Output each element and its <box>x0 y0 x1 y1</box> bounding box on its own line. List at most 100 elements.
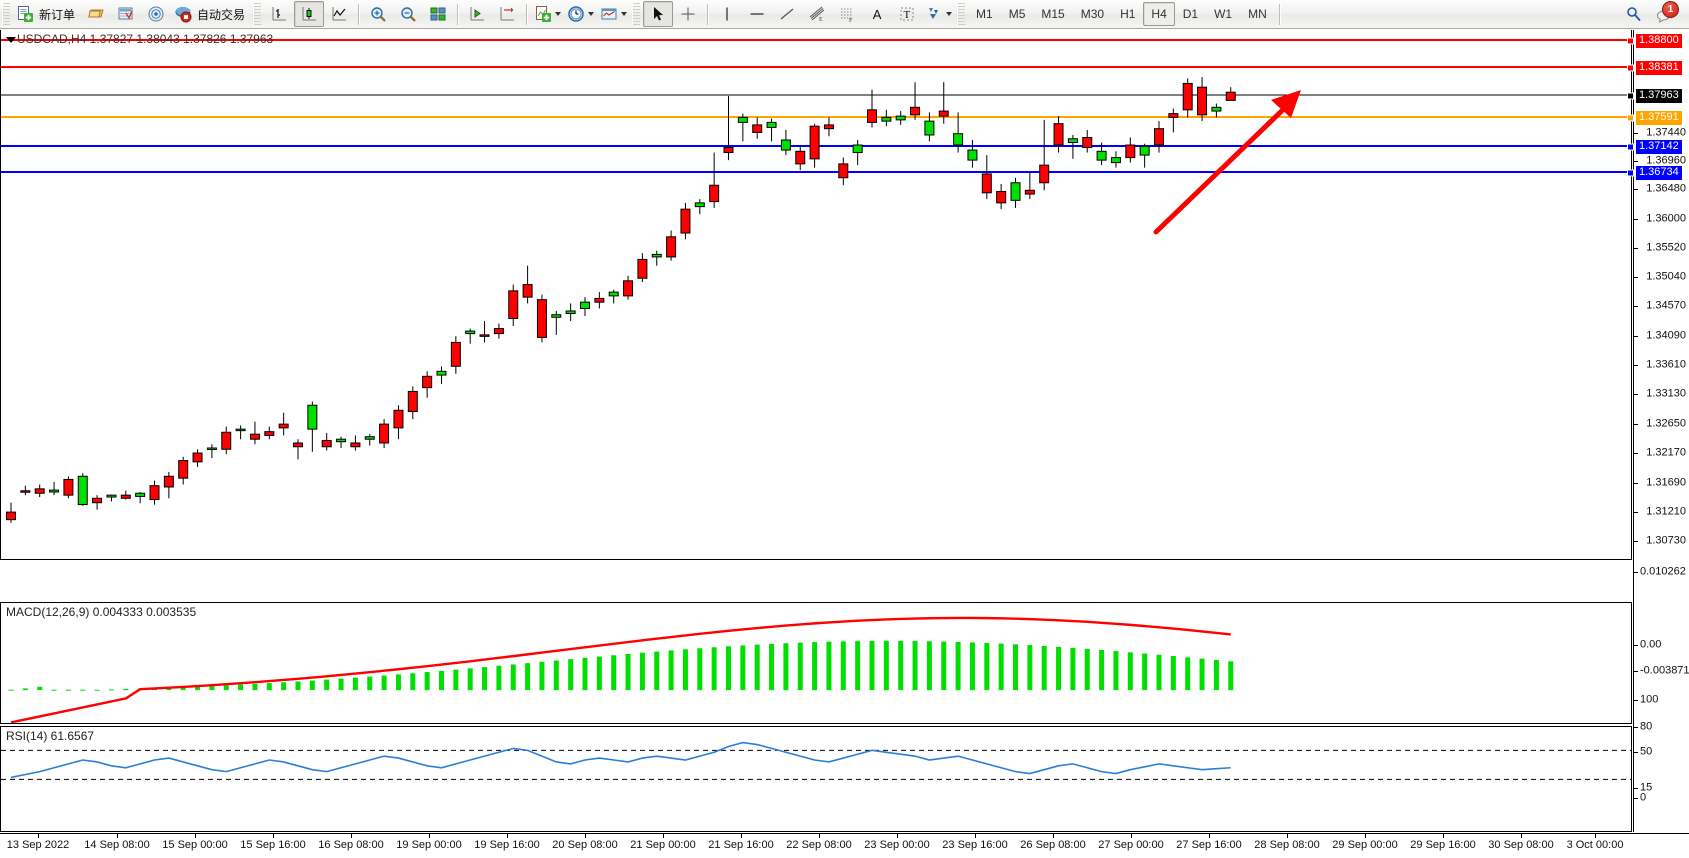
chevron-down-icon[interactable] <box>588 12 595 16</box>
chevron-down-icon[interactable] <box>621 12 628 16</box>
timeframe-d1[interactable]: D1 <box>1182 7 1199 21</box>
new-order-icon <box>16 5 34 23</box>
time-tick-mark <box>897 834 898 838</box>
timeframe-m30[interactable]: M30 <box>1080 7 1105 21</box>
price-level-handle[interactable] <box>1627 114 1634 122</box>
time-tick-mark <box>1443 834 1444 838</box>
market-watch-button[interactable] <box>111 1 141 27</box>
price-tick-mark <box>1634 424 1638 425</box>
fibonacci-tool[interactable]: F <box>832 1 862 27</box>
price-tick-mark <box>1634 453 1638 454</box>
price-level-tag-support[interactable]: 1.36734 <box>1636 166 1682 180</box>
time-tick-label: 21 Sep 16:00 <box>708 839 774 851</box>
indicator-tick-label: 0 <box>1640 791 1647 804</box>
periods-button[interactable] <box>564 1 597 27</box>
line-chart-button[interactable] <box>324 1 354 27</box>
price-level-tag-pivot[interactable]: 1.37591 <box>1636 111 1682 125</box>
toolbar-grip-1[interactable] <box>2 3 10 25</box>
templates-button[interactable] <box>597 1 630 27</box>
text-tool[interactable]: A <box>862 1 892 27</box>
vertical-line-tool[interactable] <box>712 1 742 27</box>
new-order-label: 新订单 <box>39 7 76 22</box>
price-tick-mark <box>1634 483 1638 484</box>
trendline-tool[interactable] <box>772 1 802 27</box>
notifications-button[interactable]: 1 <box>1649 1 1679 26</box>
price-axis[interactable]: 1.37440 1.36960 1.36480 1.36000 1.35520 1.350… <box>1627 30 1689 832</box>
auto-scroll-button[interactable] <box>462 1 492 27</box>
bar-chart-icon <box>270 5 288 23</box>
price-tick-label: 1.32170 <box>1646 446 1686 459</box>
indicator-tick-label: 80 <box>1640 720 1653 733</box>
price-level-tag-support[interactable]: 1.37142 <box>1636 140 1682 154</box>
price-level-tag-resistance[interactable]: 1.38800 <box>1636 34 1682 48</box>
price-tick-mark <box>1634 161 1638 162</box>
timeframe-m5[interactable]: M5 <box>1008 7 1026 21</box>
indicator-tick-mark <box>1634 727 1638 728</box>
price-level-handle[interactable] <box>1627 92 1634 100</box>
search-button[interactable] <box>1619 1 1649 27</box>
bar-chart-button[interactable] <box>264 1 294 27</box>
price-level-handle[interactable] <box>1627 64 1634 72</box>
time-tick-mark <box>195 834 196 838</box>
main-toolbar: 新订单 <box>0 0 1689 29</box>
price-level-handle[interactable] <box>1627 169 1634 177</box>
text-label-icon: T <box>898 5 916 23</box>
timeframe-group: M1 M5 M15 M30 H1 H4 D1 W1 MN <box>968 2 1275 26</box>
time-tick-label: 13 Sep 2022 <box>6 839 70 851</box>
time-tick-label: 23 Sep 16:00 <box>942 839 1008 851</box>
rsi-pane[interactable]: RSI(14) 61.6567 <box>0 726 1632 832</box>
timeframe-w1[interactable]: W1 <box>1214 7 1233 21</box>
price-tick-label: 1.33610 <box>1646 358 1686 371</box>
timeframe-m1[interactable]: M1 <box>976 7 993 21</box>
candlestick-chart-button[interactable] <box>294 1 325 27</box>
horizontal-line-tool[interactable] <box>742 1 772 27</box>
chevron-down-icon[interactable] <box>946 12 953 16</box>
timeframe-mn[interactable]: MN <box>1248 7 1267 21</box>
time-tick-mark <box>507 834 508 838</box>
new-order-button[interactable]: 新订单 <box>13 1 81 27</box>
toolbar-grip-3[interactable] <box>632 3 641 25</box>
text-label-tool[interactable]: T <box>892 1 922 27</box>
chevron-down-icon[interactable] <box>555 12 562 16</box>
toolbar-grip-2[interactable] <box>253 3 262 25</box>
price-chart-pane[interactable]: USDCAD,H4 1.37827 1.38043 1.37826 1.3796… <box>0 30 1632 560</box>
indicator-tick-mark <box>1634 645 1638 646</box>
time-tick-mark <box>1595 834 1596 838</box>
symbol-dropdown-icon[interactable] <box>6 37 16 43</box>
auto-trading-button[interactable]: 自动交易 <box>171 1 251 27</box>
cursor-tool[interactable] <box>643 1 674 27</box>
text-icon: A <box>872 6 882 22</box>
zoom-in-button[interactable] <box>363 1 393 27</box>
timeframe-h1[interactable]: H1 <box>1120 7 1136 21</box>
zoom-out-button[interactable] <box>393 1 423 27</box>
crosshair-tool[interactable] <box>673 1 703 27</box>
time-tick-label: 30 Sep 08:00 <box>1488 839 1554 851</box>
time-axis[interactable]: 13 Sep 2022 14 Sep 08:00 15 Sep 00:00 15 Se… <box>0 833 1689 858</box>
timeframe-h4[interactable]: H4 <box>1143 2 1175 26</box>
indicators-button[interactable] <box>531 1 564 27</box>
toolbar-separator-3 <box>526 3 528 25</box>
equidistant-channel-icon: E <box>808 5 826 23</box>
price-level-handle[interactable] <box>1627 37 1634 45</box>
terminal-button[interactable] <box>81 1 111 27</box>
shapes-tool[interactable] <box>922 1 955 27</box>
price-tick-label: 1.35040 <box>1646 270 1686 283</box>
equidistant-channel-tool[interactable]: E <box>802 1 832 27</box>
navigator-button[interactable] <box>141 1 171 27</box>
chart-shift-button[interactable] <box>492 1 522 27</box>
time-tick-mark <box>351 834 352 838</box>
price-level-tag-resistance[interactable]: 1.38381 <box>1636 61 1682 75</box>
toolbar-separator-5 <box>1278 3 1280 25</box>
svg-text:E: E <box>819 17 823 23</box>
price-level-handle[interactable] <box>1627 143 1634 151</box>
macd-pane[interactable]: MACD(12,26,9) 0.004333 0.003535 <box>0 602 1632 724</box>
price-tick-mark <box>1634 189 1638 190</box>
toolbar-grip-4[interactable] <box>957 3 966 25</box>
price-level-tag-close[interactable]: 1.37963 <box>1636 89 1682 103</box>
timeframe-m15[interactable]: M15 <box>1041 7 1065 21</box>
time-tick-mark <box>1365 834 1366 838</box>
time-tick-mark <box>38 834 39 838</box>
tile-windows-button[interactable] <box>423 1 453 27</box>
indicator-tick-mark <box>1634 700 1638 701</box>
time-tick-mark <box>975 834 976 838</box>
